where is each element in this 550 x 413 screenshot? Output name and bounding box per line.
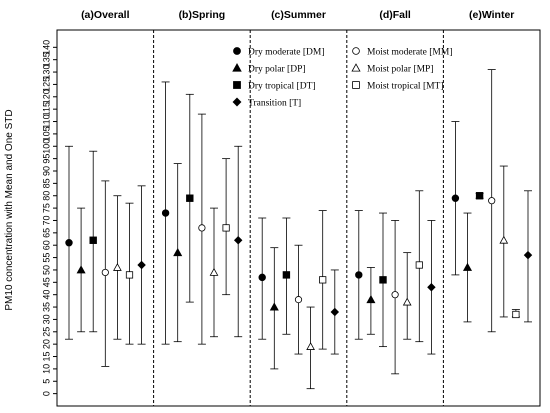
y-tick-label: 25 [41, 327, 51, 337]
legend-marker [233, 81, 241, 89]
y-tick-label: 65 [41, 228, 51, 238]
y-tick-label: 140 [41, 40, 51, 55]
data-point [319, 276, 327, 284]
data-point [427, 283, 436, 292]
plot-frame [56, 29, 541, 407]
y-tick-label: 0 [41, 391, 51, 396]
data-point [161, 209, 170, 217]
data-point [402, 297, 412, 306]
y-tick-label: 15 [41, 352, 51, 362]
legend-entry: Moist moderate [MM] [367, 48, 453, 58]
panel-title: (e)Winter [469, 9, 514, 21]
data-point [222, 224, 230, 232]
y-tick-label: 95 [41, 154, 51, 164]
y-tick-label: 20 [41, 339, 51, 349]
y-tick-label: 130 [41, 65, 51, 80]
y-tick-label: 110 [41, 114, 51, 128]
data-point [209, 267, 219, 276]
legend-entry: Moist polar [MP] [367, 65, 434, 75]
data-point [391, 291, 399, 299]
legend-marker [232, 97, 242, 107]
data-point [198, 224, 206, 232]
data-point [101, 268, 109, 277]
data-point [233, 236, 243, 245]
legend-entry: Dry polar [DP] [248, 65, 306, 75]
data-point [76, 265, 86, 274]
data-point [523, 250, 533, 260]
y-tick-label: 30 [41, 314, 51, 324]
legend-marker [232, 63, 242, 72]
plot-area: 0510152025303540455055606570758085909510… [41, 9, 541, 407]
data-point [475, 192, 484, 200]
data-point [355, 271, 363, 279]
data-point [462, 262, 473, 271]
data-point [258, 273, 266, 282]
y-tick-label: 90 [41, 166, 51, 176]
panel-title: (a)Overall [81, 9, 130, 21]
y-tick-label: 105 [41, 126, 51, 141]
y-tick-label: 35 [41, 302, 51, 312]
y-tick-label: 115 [41, 102, 51, 116]
data-point [282, 271, 291, 279]
y-tick-label: 60 [41, 240, 51, 250]
legend-marker [351, 63, 361, 72]
legend-entry: Dry moderate [DM] [248, 48, 325, 58]
legend-entry: Dry tropical [DT] [248, 82, 316, 92]
data-point [113, 262, 122, 271]
panel-title: (b)Spring [179, 9, 226, 21]
data-point [294, 296, 303, 304]
y-tick-label: 135 [41, 52, 51, 67]
data-point [89, 236, 97, 244]
y-tick-label: 5 [41, 379, 51, 384]
data-point [488, 197, 496, 205]
y-tick-label: 80 [41, 191, 51, 201]
y-tick-label: 50 [41, 265, 51, 275]
data-point [269, 302, 279, 311]
panel-title: (c)Summer [271, 9, 326, 21]
y-tick-label: 120 [41, 89, 51, 104]
panel-title: (d)Fall [379, 9, 411, 21]
y-tick-label: 45 [41, 277, 51, 287]
data-point [137, 260, 146, 270]
y-tick-label: 10 [41, 364, 51, 374]
y-tick-label: 75 [41, 203, 51, 213]
legend-entry: Transition [T] [248, 99, 301, 109]
y-tick-label: 85 [41, 178, 51, 188]
y-tick-label: 125 [41, 77, 51, 92]
data-point [173, 247, 183, 257]
data-point [512, 310, 520, 319]
data-point [306, 342, 315, 350]
y-tick-label: 40 [41, 290, 51, 300]
legend-entry: Moist tropical [MT] [367, 82, 444, 92]
y-axis-label-group: PM10 concentration with Mean and One STD [4, 109, 15, 310]
data-point [330, 307, 340, 317]
y-tick-label: 55 [41, 253, 51, 263]
data-point [186, 194, 194, 202]
y-axis-label: PM10 concentration with Mean and One STD [4, 109, 15, 310]
data-point [379, 276, 387, 284]
data-point [366, 294, 376, 304]
data-point [65, 239, 73, 247]
y-tick-label: 100 [41, 139, 51, 154]
y-tick-label: 70 [41, 215, 51, 225]
legend-marker [352, 81, 360, 89]
data-point [125, 271, 134, 279]
data-point [499, 235, 509, 244]
legend-marker [233, 47, 241, 55]
legend-marker [352, 47, 360, 55]
data-point [415, 261, 423, 269]
data-point [451, 194, 460, 202]
